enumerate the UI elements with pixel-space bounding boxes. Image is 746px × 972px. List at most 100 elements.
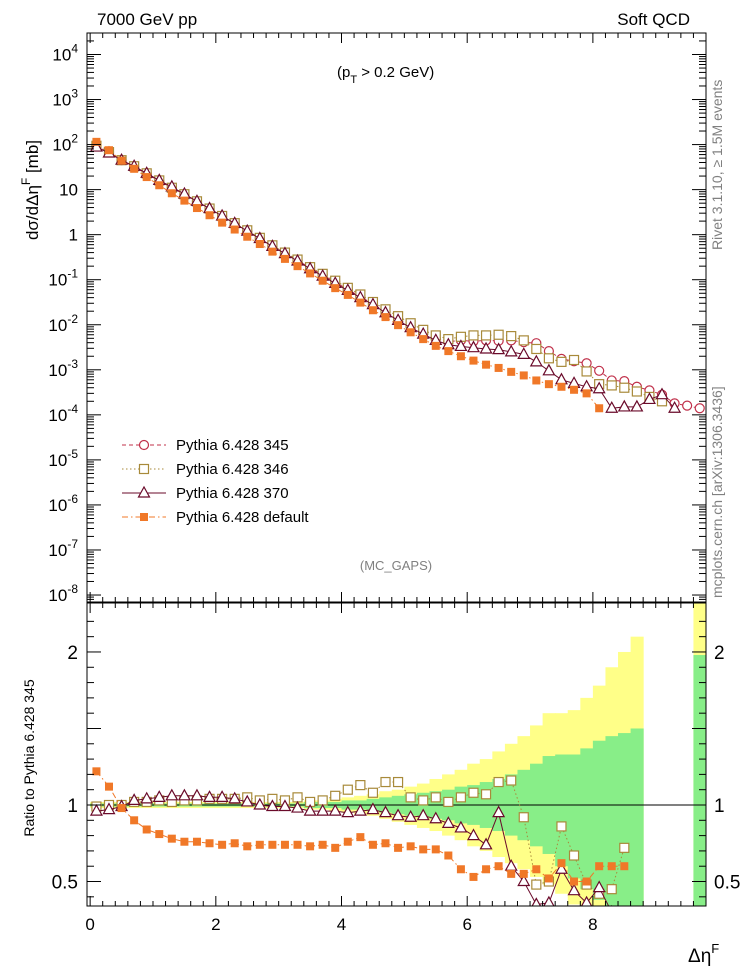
ratio-open-triangle-point [190, 788, 204, 801]
legend-label: Pythia 6.428 default [176, 509, 309, 526]
ratio-open-square-point [518, 812, 529, 823]
ratio-filled-square-point [431, 845, 440, 854]
top-open-square-point [606, 380, 617, 391]
top-panel-plot-area [89, 137, 705, 414]
ratio-filled-square-point [167, 834, 176, 843]
top-filled-square-point [192, 204, 201, 213]
ratio-open-triangle-point [328, 803, 342, 816]
ratio-open-square-point [418, 795, 429, 806]
x-tick-label: 6 [462, 915, 471, 934]
axes: 0 2 4 6 810-810-710-610-510-410-310-210-1110… [48, 32, 740, 934]
top-filled-square-point [130, 164, 139, 173]
y-tick-label: 103 [52, 87, 78, 110]
ratio-filled-square-point [381, 839, 390, 848]
top-open-square-point [531, 343, 542, 355]
ratio-open-triangle-point [531, 897, 542, 906]
ratio-filled-square-point [180, 837, 189, 846]
ratio-open-square-point [405, 792, 416, 803]
top-filled-square-point [268, 247, 277, 256]
top-open-triangle-point [642, 392, 656, 405]
y-tick-label: 10 [59, 181, 78, 200]
ratio-open-triangle-point [102, 802, 116, 815]
ratio-open-square-point [443, 796, 454, 808]
ratio-filled-square-point [620, 862, 629, 871]
top-filled-square-point [419, 335, 428, 344]
top-filled-square-point [218, 218, 227, 227]
ratio-open-square-point [292, 792, 303, 803]
ratio-open-triangle-point [89, 803, 103, 816]
y-tick-label: 10-1 [48, 267, 78, 290]
legend-label: Pythia 6.428 370 [176, 485, 289, 502]
y-tick-label: 104 [52, 41, 78, 64]
ratio-open-triangle-point [316, 803, 330, 816]
ratio-filled-square-point [456, 865, 465, 874]
ratio-open-square-point [606, 884, 617, 895]
ratio-open-triangle-point [416, 808, 430, 821]
y-tick-label: 1 [69, 226, 78, 245]
legend: Pythia 6.428 345 Pythia 6.428 346 Pythia 6… [122, 437, 309, 526]
ratio-filled-square-point [343, 837, 352, 846]
ratio-filled-square-point [117, 804, 126, 813]
top-filled-square-point [142, 173, 151, 182]
top-filled-square-point [343, 290, 352, 299]
top-filled-square-point [431, 341, 440, 350]
top-ylabel: dσ/dΔηF [mb] [19, 140, 42, 240]
ratio-open-triangle-point [278, 799, 292, 812]
ratio-open-triangle-point [391, 808, 405, 821]
uncertainty-band-inner [693, 655, 706, 906]
ratio-y-tick-label-right: 0.5 [714, 873, 740, 894]
top-filled-square-point [331, 284, 340, 293]
ratio-filled-square-point [293, 840, 302, 849]
ratio-open-triangle-point [592, 880, 606, 893]
ratio-open-square-point [556, 821, 567, 832]
top-filled-square-point [368, 306, 377, 315]
bottom-panel-frame [86, 602, 707, 907]
y-tick-label: 10-8 [48, 582, 78, 605]
legend-marker [137, 485, 151, 498]
ratio-open-triangle-point [404, 809, 418, 822]
ratio-open-triangle-point [228, 791, 242, 804]
ratio-y-tick-label-right: 1 [714, 796, 725, 817]
ratio-filled-square-point [268, 840, 277, 849]
uncertainty-band-inner [567, 754, 581, 879]
ratio-open-square-point [531, 879, 542, 890]
ratio-open-triangle-point [127, 793, 141, 806]
top-filled-square-point [255, 240, 264, 249]
uncertainty-band-inner [592, 740, 606, 900]
ratio-open-triangle-point [611, 904, 613, 906]
top-filled-square-point [557, 382, 566, 391]
top-filled-square-point [507, 367, 516, 376]
top-open-triangle-point [668, 401, 682, 413]
ratio-y-tick-label: 1 [67, 796, 78, 817]
collision-title: 7000 GeV pp [97, 10, 197, 29]
ratio-filled-square-point [255, 840, 264, 849]
mcplots-source-label: mcplots.cern.ch [arXiv:1306.3436] [709, 386, 725, 598]
top-open-triangle-point [529, 354, 543, 367]
top-filled-square-point [519, 371, 528, 380]
ratio-open-triangle-point [492, 805, 506, 818]
ratio-open-triangle-point [203, 790, 217, 802]
ratio-filled-square-point [595, 862, 604, 871]
ratio-filled-square-point [318, 840, 327, 849]
ratio-filled-square-point [230, 839, 239, 848]
y-tick-label: 102 [52, 132, 78, 155]
pt-cut-annotation: (pT > 0.2 GeV) [337, 64, 434, 86]
top-panel-frame [86, 32, 707, 603]
top-open-triangle-point [504, 344, 518, 357]
ratio-open-triangle-point [303, 803, 317, 816]
ratio-open-triangle-point [215, 790, 229, 802]
ratio-filled-square-point [331, 843, 340, 852]
top-open-triangle-point [542, 363, 556, 376]
ratio-open-triangle-point [177, 788, 191, 801]
y-tick-label: 10-2 [48, 312, 78, 335]
top-open-triangle-point [492, 342, 506, 355]
ratio-open-square-point [568, 850, 580, 861]
ratio-open-triangle-point [543, 895, 555, 906]
bottom-ylabel: Ratio to Pythia 6.428 345 [21, 679, 37, 836]
top-filled-square-point [595, 404, 604, 413]
legend-label: Pythia 6.428 346 [176, 461, 289, 478]
ratio-open-triangle-point [291, 800, 305, 813]
top-open-triangle-point [617, 399, 631, 412]
top-open-square-point [480, 330, 492, 341]
process-title: Soft QCD [617, 10, 690, 29]
